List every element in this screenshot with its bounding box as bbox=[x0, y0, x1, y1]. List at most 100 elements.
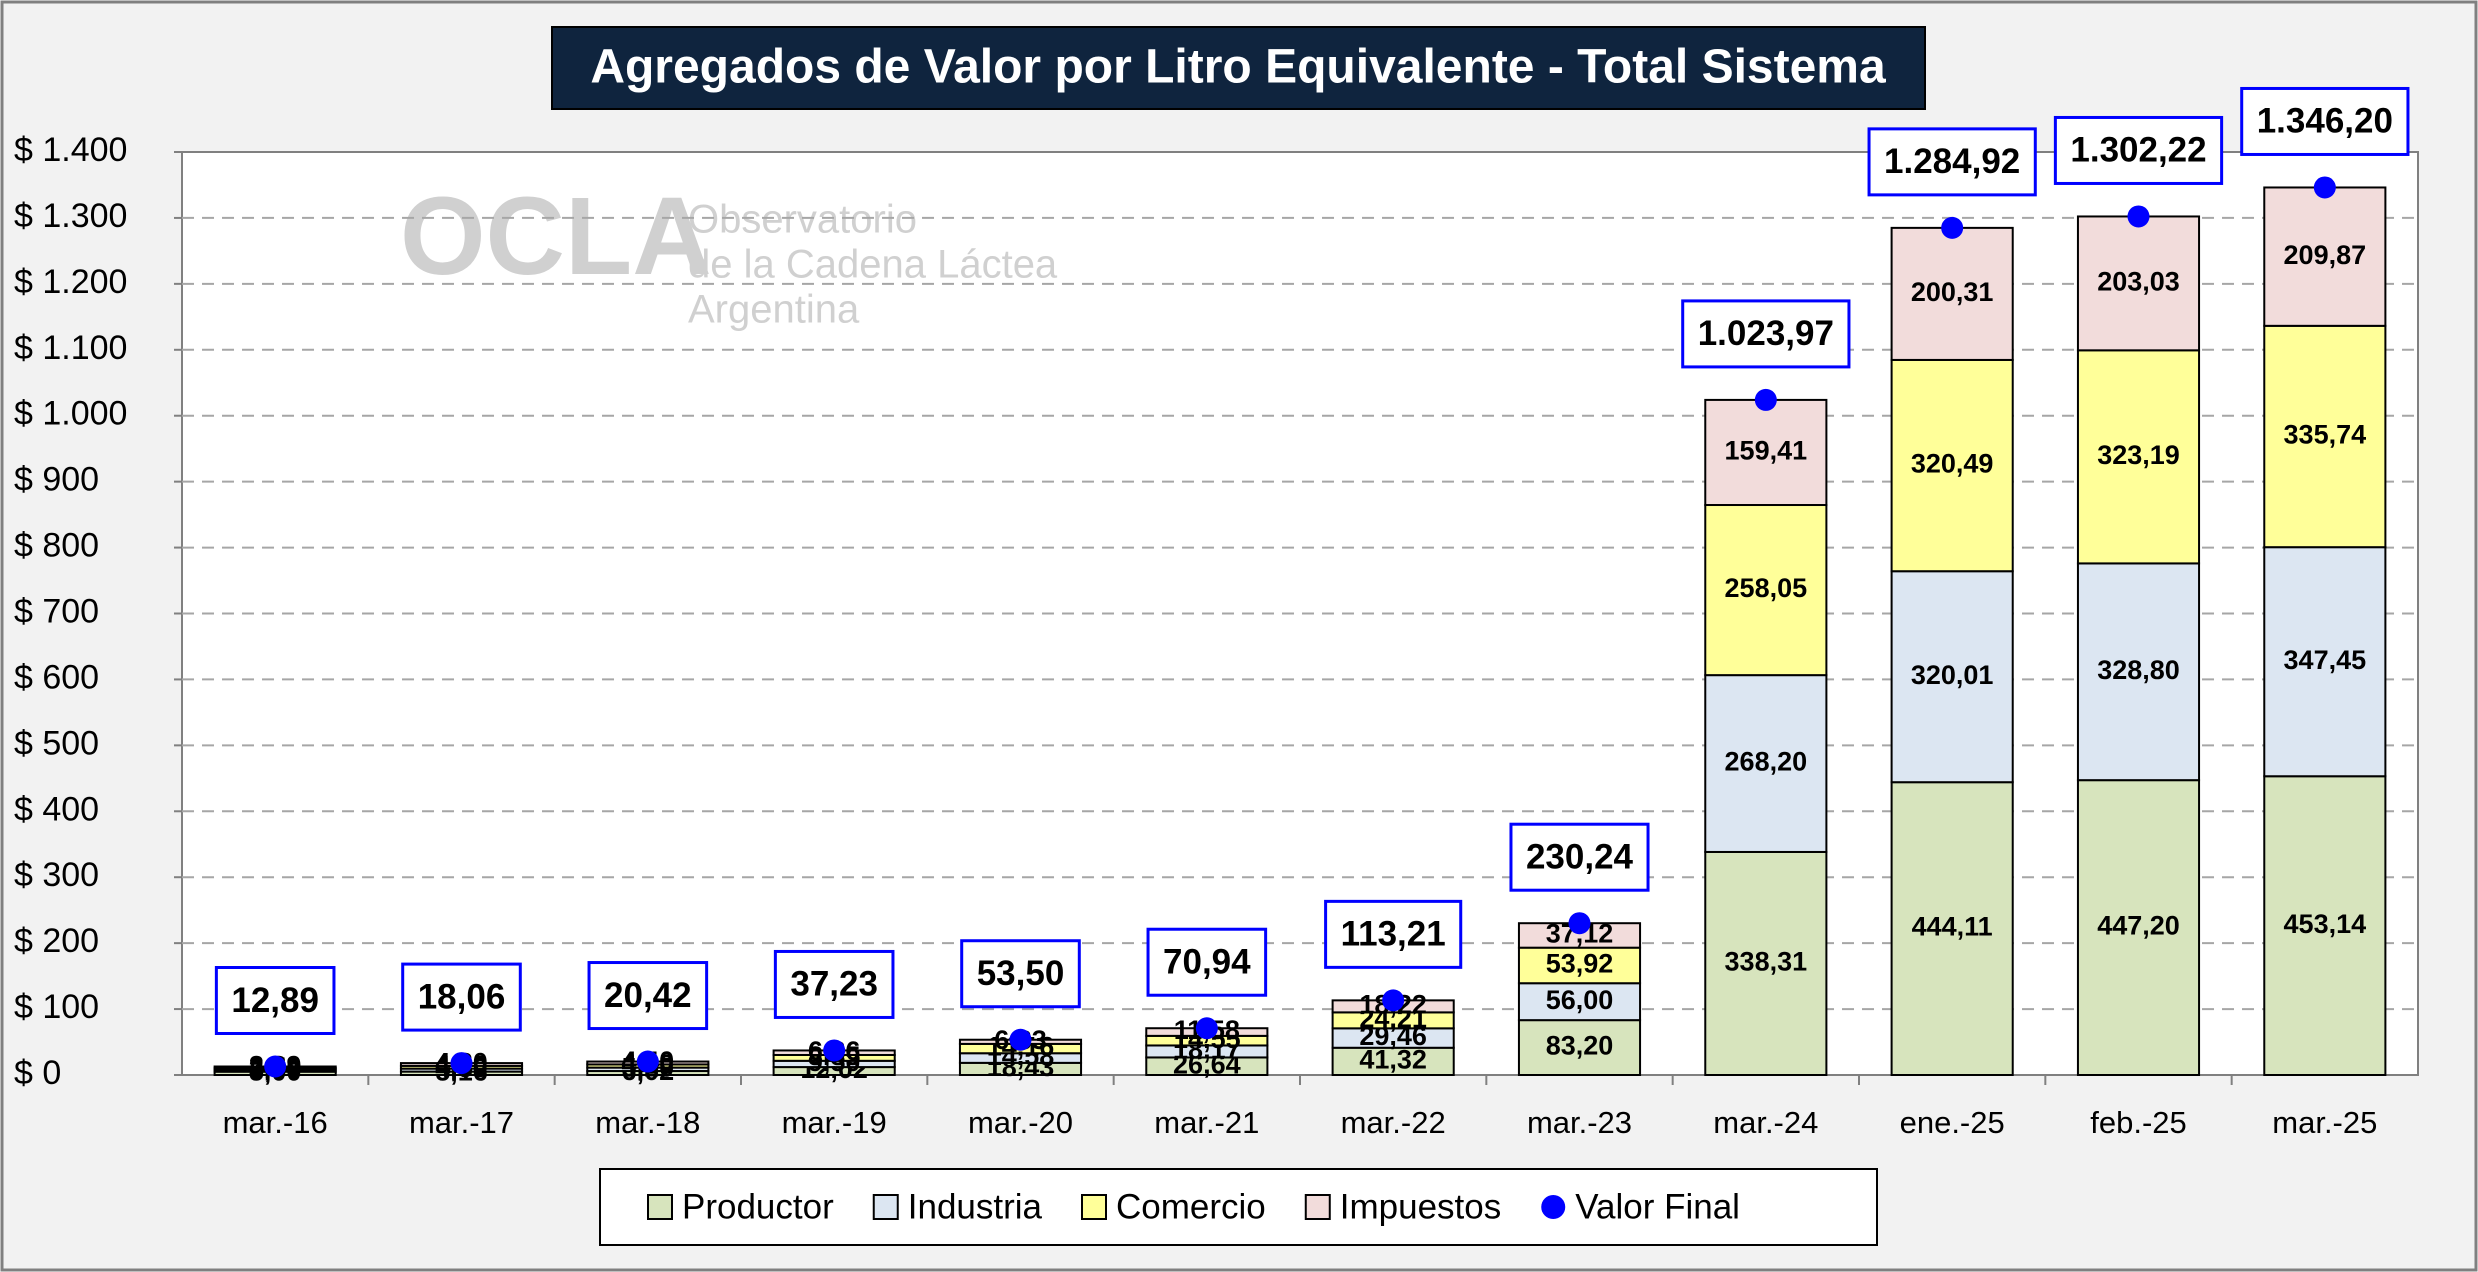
data-label: 320,49 bbox=[1911, 449, 1994, 479]
point bbox=[1382, 989, 1405, 1012]
total-label-box bbox=[773, 949, 895, 1019]
x-tick-label: mar.-22 bbox=[1341, 1105, 1446, 1140]
bar-segment bbox=[2263, 546, 2387, 778]
data-label: 258,05 bbox=[1725, 573, 1808, 603]
total-label: 37,23 bbox=[790, 965, 878, 1004]
data-label: 453,14 bbox=[2284, 909, 2367, 939]
total-label-box bbox=[1324, 899, 1463, 969]
y-tick-label: $ 1.300 bbox=[14, 197, 127, 235]
x-tick-label: ene.-25 bbox=[1900, 1105, 2005, 1140]
total-label-box bbox=[214, 966, 336, 1036]
point bbox=[636, 1050, 659, 1073]
total-label-box bbox=[587, 961, 709, 1031]
point bbox=[1195, 1017, 1218, 1040]
total-label-box bbox=[2053, 115, 2224, 185]
y-tick-label: $ 600 bbox=[14, 658, 99, 696]
bar-segment bbox=[1331, 1046, 1455, 1076]
title-box bbox=[551, 26, 1926, 110]
total-label-box bbox=[1867, 127, 2037, 197]
legend-label: Productor bbox=[682, 1187, 834, 1226]
point bbox=[1941, 216, 1964, 239]
total-label-box bbox=[401, 962, 522, 1032]
y-tick-label: $ 200 bbox=[14, 922, 99, 960]
total-label-box bbox=[960, 939, 1081, 1009]
legend-label: Industria bbox=[908, 1187, 1043, 1226]
total-label: 113,21 bbox=[1341, 915, 1446, 954]
legend-label: Comercio bbox=[1116, 1187, 1266, 1226]
x-tick-label: mar.-16 bbox=[223, 1105, 328, 1140]
legend-label: Valor Final bbox=[1575, 1187, 1740, 1226]
total-label-box bbox=[1681, 299, 1851, 369]
bar-segment bbox=[2076, 562, 2201, 782]
bar-segment bbox=[1517, 946, 1642, 985]
total-label: 20,42 bbox=[604, 976, 692, 1015]
total-label: 230,24 bbox=[1526, 837, 1634, 876]
x-tick-label: mar.-17 bbox=[409, 1105, 514, 1140]
total-label: 18,06 bbox=[418, 977, 506, 1016]
x-tick-label: mar.-24 bbox=[1713, 1105, 1818, 1140]
data-label: 338,31 bbox=[1725, 947, 1808, 977]
legend-label: Impuestos bbox=[1340, 1187, 1501, 1226]
point bbox=[1009, 1028, 1032, 1051]
data-label: 200,31 bbox=[1911, 277, 1994, 307]
data-label: 56,00 bbox=[1546, 985, 1614, 1015]
point bbox=[1568, 912, 1591, 935]
data-label: 447,20 bbox=[2097, 911, 2180, 941]
total-label-box bbox=[1146, 927, 1268, 997]
bar-segment bbox=[1890, 570, 2014, 784]
y-tick-label: $ 300 bbox=[14, 856, 99, 894]
total-label: 1.284,92 bbox=[1884, 142, 2020, 181]
x-tick-label: mar.-18 bbox=[595, 1105, 700, 1140]
data-label: 335,74 bbox=[2284, 420, 2367, 450]
bar-segment bbox=[2263, 324, 2387, 549]
y-tick-label: $ 700 bbox=[14, 592, 99, 630]
data-label: 53,92 bbox=[1546, 949, 1614, 979]
total-label: 1.302,22 bbox=[2070, 131, 2206, 170]
bar-segment bbox=[2076, 779, 2201, 1076]
point bbox=[2127, 205, 2150, 228]
data-label: 444,11 bbox=[1912, 912, 1993, 942]
data-label: 41,32 bbox=[1359, 1045, 1427, 1075]
data-label: 347,45 bbox=[2284, 645, 2367, 675]
legend-swatch bbox=[1081, 1194, 1107, 1220]
bar-segment bbox=[1704, 504, 1828, 677]
data-label: 323,19 bbox=[2097, 440, 2180, 470]
y-tick-label: $ 400 bbox=[14, 790, 99, 828]
watermark-text: de la Cadena Láctea bbox=[688, 243, 1058, 287]
legend-swatch bbox=[872, 1194, 899, 1220]
point bbox=[2313, 176, 2336, 199]
data-label: 159,41 bbox=[1725, 436, 1808, 466]
x-tick-label: mar.-21 bbox=[1154, 1105, 1259, 1140]
point bbox=[1754, 388, 1777, 411]
bar-segment bbox=[1704, 398, 1828, 507]
y-tick-label: $ 1.100 bbox=[14, 329, 127, 367]
data-label: 268,20 bbox=[1725, 747, 1808, 777]
y-tick-label: $ 100 bbox=[14, 988, 99, 1026]
legend-marker bbox=[1541, 1195, 1566, 1219]
bar-segment bbox=[1890, 226, 2014, 361]
point bbox=[264, 1055, 287, 1078]
bar-segment bbox=[1890, 781, 2014, 1077]
watermark-text: Argentina bbox=[688, 288, 860, 332]
x-tick-label: mar.-20 bbox=[968, 1105, 1073, 1140]
y-tick-label: $ 1.400 bbox=[14, 131, 127, 169]
total-label-box bbox=[2240, 86, 2410, 156]
bar-segment bbox=[1704, 850, 1828, 1076]
x-tick-label: mar.-25 bbox=[2272, 1105, 2377, 1140]
legend-box bbox=[599, 1168, 1878, 1246]
watermark-text: OCLA bbox=[400, 175, 712, 298]
bar-segment bbox=[1517, 982, 1642, 1022]
bar-segment bbox=[2263, 775, 2387, 1076]
data-label: 328,80 bbox=[2097, 655, 2180, 685]
total-label: 1.346,20 bbox=[2257, 102, 2393, 141]
total-label: 70,94 bbox=[1163, 942, 1251, 981]
chart-title: Agregados de Valor por Litro Equivalente… bbox=[590, 41, 1886, 94]
y-tick-label: $ 900 bbox=[14, 461, 99, 499]
total-label: 1.023,97 bbox=[1698, 314, 1834, 353]
total-label: 53,50 bbox=[977, 954, 1065, 993]
x-tick-label: mar.-23 bbox=[1527, 1105, 1632, 1140]
data-label: 209,87 bbox=[2284, 240, 2367, 270]
y-tick-label: $ 1.000 bbox=[14, 395, 127, 433]
data-label: 83,20 bbox=[1546, 1031, 1614, 1061]
legend-swatch bbox=[1304, 1194, 1331, 1220]
